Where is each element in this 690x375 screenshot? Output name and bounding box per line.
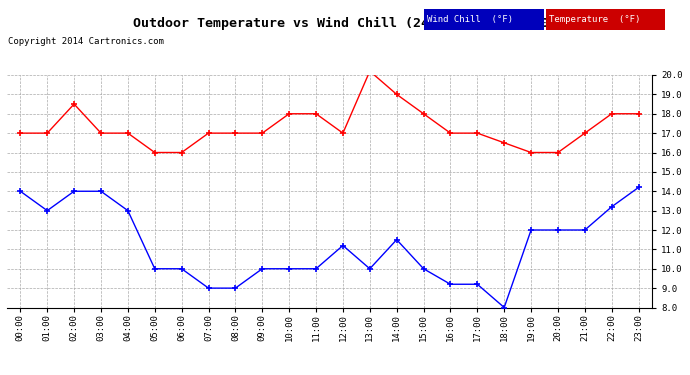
- Text: Wind Chill  (°F): Wind Chill (°F): [427, 15, 513, 24]
- Text: Temperature  (°F): Temperature (°F): [549, 15, 640, 24]
- Text: Copyright 2014 Cartronics.com: Copyright 2014 Cartronics.com: [8, 38, 164, 46]
- Text: Outdoor Temperature vs Wind Chill (24 Hours) 20140305: Outdoor Temperature vs Wind Chill (24 Ho…: [133, 17, 557, 30]
